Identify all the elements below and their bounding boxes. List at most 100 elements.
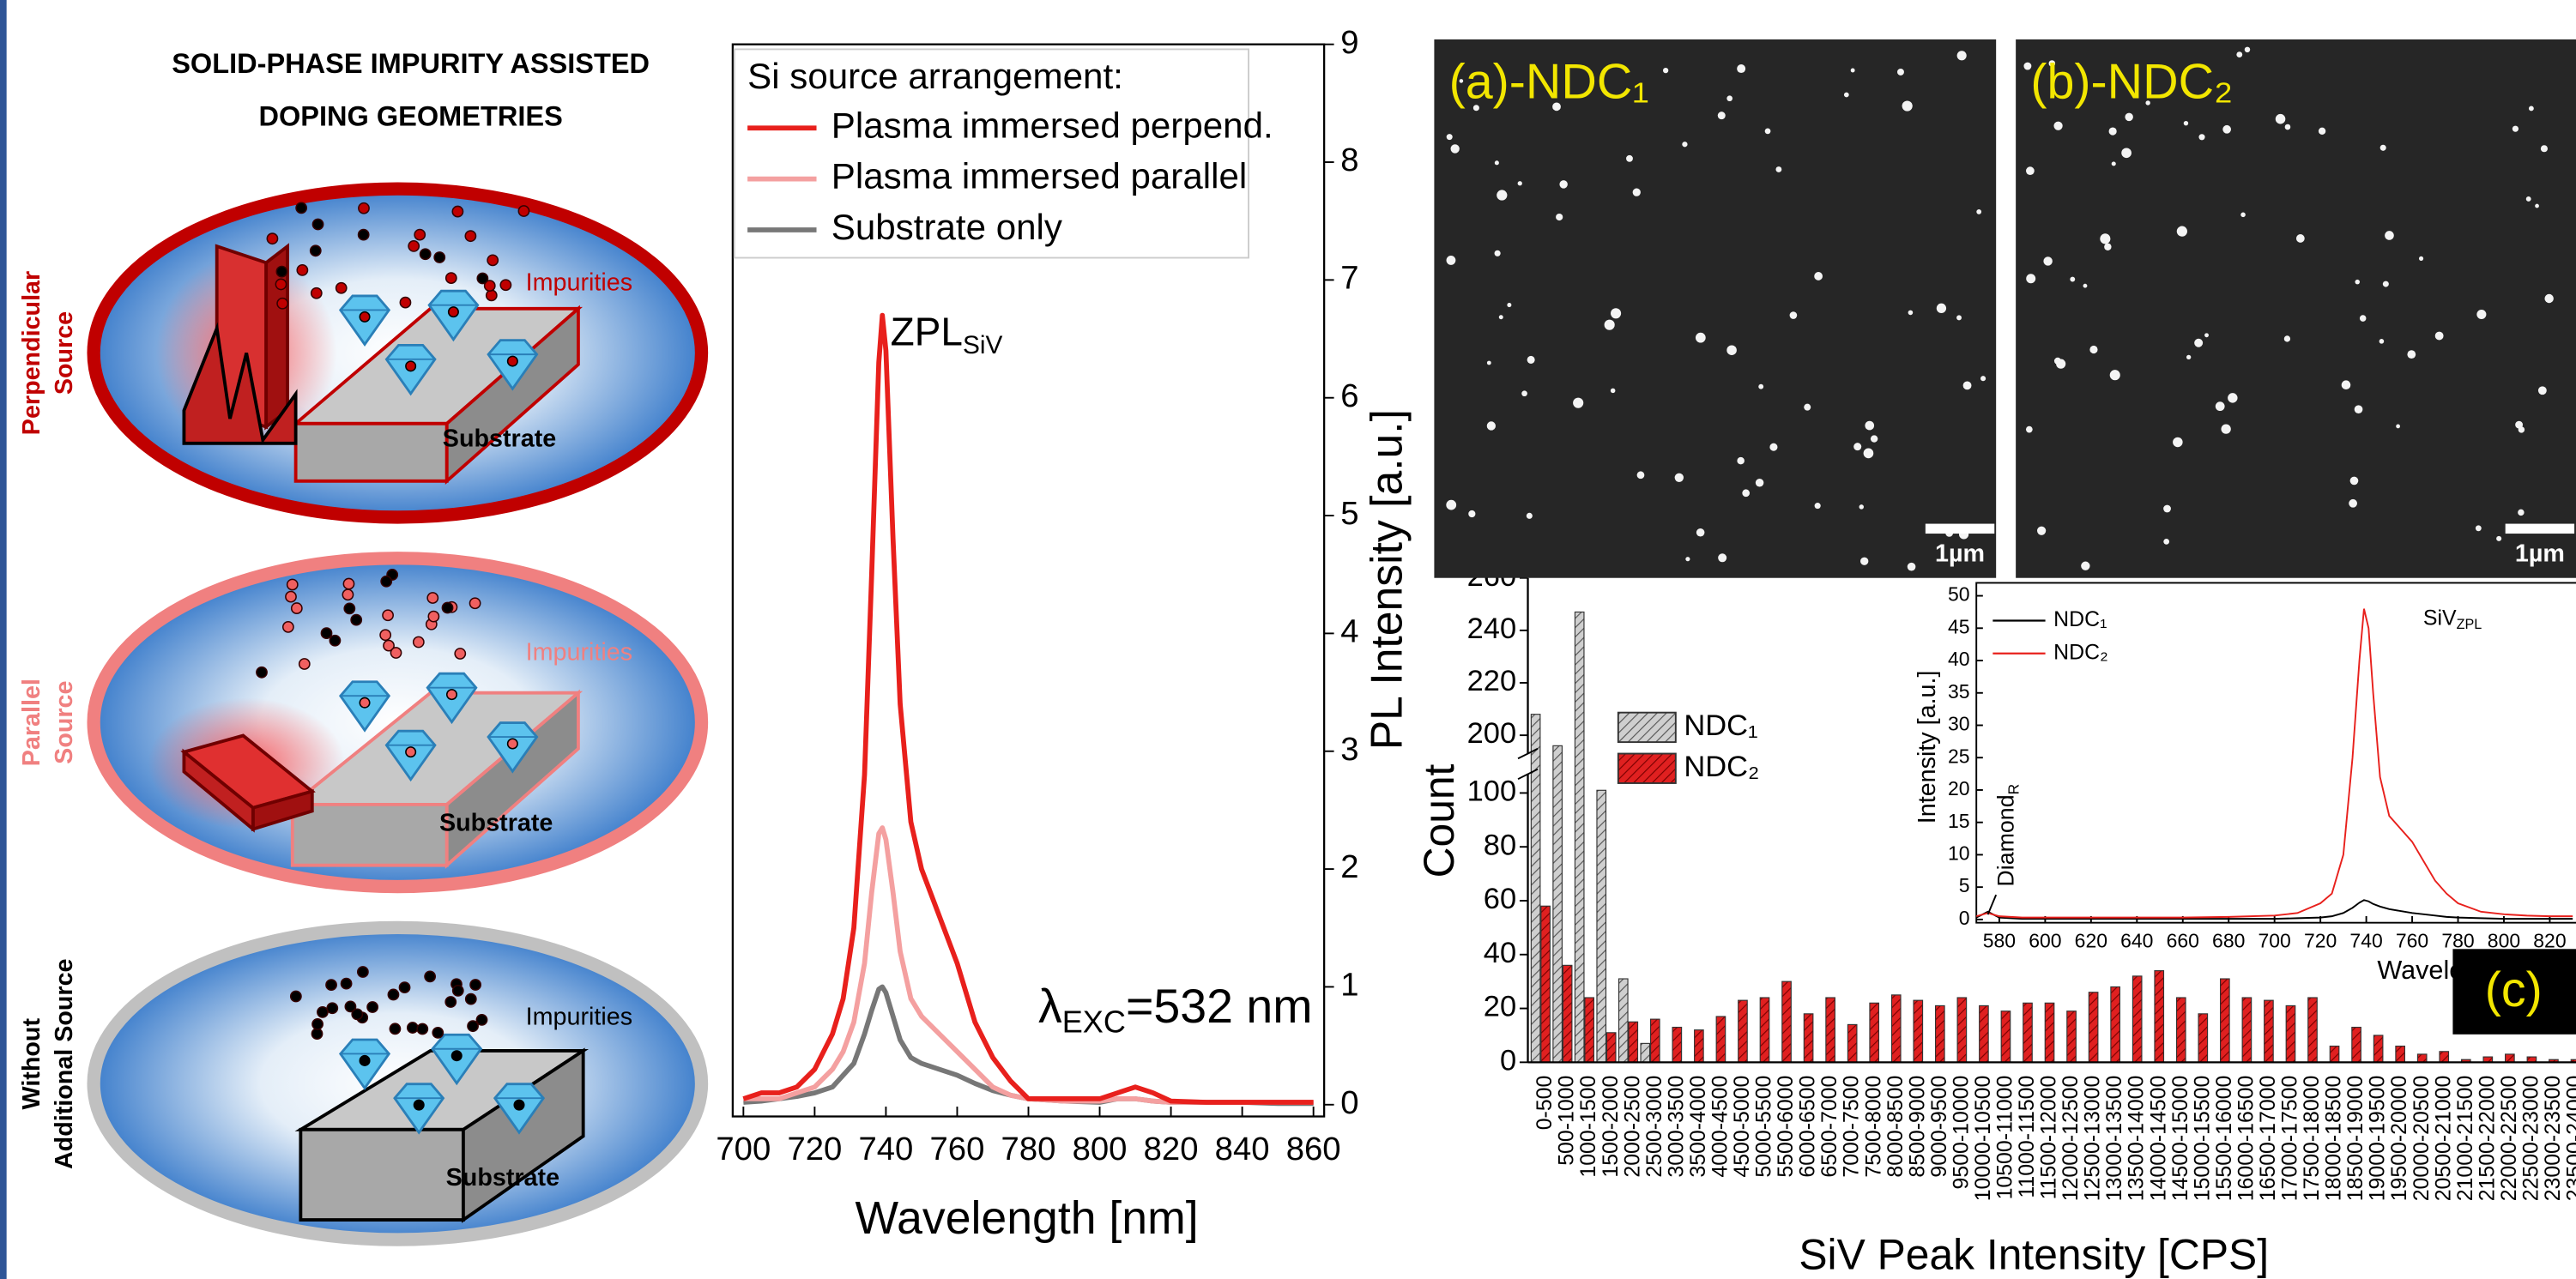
impurity-dot xyxy=(275,278,287,291)
y-tick-label: 0 xyxy=(1500,1044,1516,1077)
y-tick-label: 40 xyxy=(1948,648,1970,670)
impurity-dot xyxy=(464,992,477,1005)
panel-label: Source xyxy=(51,681,78,764)
particle xyxy=(2186,354,2192,360)
particle xyxy=(2194,338,2204,347)
panel-perpendicular: Perpendicular Source Impurities Substrat… xyxy=(18,182,709,524)
bar xyxy=(1552,745,1563,1063)
scale-bar-label: 1µm xyxy=(2515,540,2565,568)
x-tick-label: 12500-13000 xyxy=(2081,1076,2105,1202)
particle xyxy=(2518,509,2525,516)
legend-label: NDC₂ xyxy=(1684,751,1759,783)
x-tick-label: 8500-9000 xyxy=(1905,1076,1929,1178)
particle xyxy=(2108,127,2117,136)
x-axis-label: SiV Peak Intensity [CPS] xyxy=(1799,1230,2269,1278)
x-tick-label: 600 xyxy=(2029,930,2061,952)
particle xyxy=(1521,390,1527,397)
x-tick-label: 9000-9500 xyxy=(1927,1076,1951,1178)
impurity-dot xyxy=(469,979,481,991)
panel-label: Source xyxy=(51,311,78,395)
bar xyxy=(2066,1011,2077,1063)
particle xyxy=(1446,499,1457,510)
particle xyxy=(2283,335,2291,342)
x-tick-label: 7000-7500 xyxy=(1840,1076,1864,1178)
particle xyxy=(2418,256,2424,261)
impurity-dot xyxy=(351,1008,364,1021)
x-tick-label: 620 xyxy=(2075,930,2107,952)
x-tick-label: 8000-8500 xyxy=(1884,1076,1908,1178)
impurity-dot xyxy=(344,1000,357,1013)
particle xyxy=(1843,92,1849,98)
impurity-dot xyxy=(298,658,311,670)
impurity-dot xyxy=(441,601,454,614)
y-tick-label: 9 xyxy=(1340,24,1358,61)
particle xyxy=(1907,562,1916,571)
impurity-dot xyxy=(405,746,417,758)
impurity-dot xyxy=(380,575,393,588)
impurity-dot xyxy=(398,981,411,993)
panel-label: Perpendicular xyxy=(18,271,45,435)
impurity-dot xyxy=(296,264,309,276)
impurity-dot xyxy=(295,202,308,214)
particle xyxy=(2089,345,2098,354)
x-tick-label: 780 xyxy=(2441,930,2474,952)
scale-bar xyxy=(2505,523,2575,534)
impurity-dot xyxy=(424,970,437,983)
impurity-dot xyxy=(447,306,459,318)
x-tick-label: 720 xyxy=(787,1131,842,1167)
y-tick-label: 200 xyxy=(1467,717,1516,750)
bar xyxy=(1825,997,1835,1063)
impurity-dot xyxy=(451,205,464,218)
impurity-dot xyxy=(454,648,467,660)
particle xyxy=(1726,345,1737,355)
y-axis-label: Intensity [a.u.] xyxy=(1914,671,1941,824)
impurity-dot xyxy=(427,610,440,623)
particle xyxy=(2379,339,2385,344)
bar xyxy=(2110,986,2120,1063)
bar xyxy=(1913,999,1924,1063)
x-tick-label: 860 xyxy=(1286,1131,1341,1167)
particle xyxy=(2100,233,2111,244)
particle xyxy=(2525,196,2531,202)
impurity-dot xyxy=(513,1099,525,1111)
bar xyxy=(1605,1032,1617,1063)
legend-label: Substrate only xyxy=(831,207,1062,247)
x-tick-label: 21000-21500 xyxy=(2453,1076,2477,1202)
particle xyxy=(2354,405,2363,414)
y-tick-label: 240 xyxy=(1467,612,1516,645)
particle xyxy=(2215,401,2225,412)
x-tick-label: 800 xyxy=(2488,930,2520,952)
x-tick-label: 17000-17500 xyxy=(2278,1076,2302,1202)
x-tick-label: 9500-10000 xyxy=(1949,1076,1973,1190)
x-tick-label: 22500-23000 xyxy=(2519,1076,2543,1202)
impurity-dot xyxy=(329,634,342,647)
particle xyxy=(2512,125,2519,132)
x-tick-label: 18500-19000 xyxy=(2343,1076,2367,1202)
particle xyxy=(2385,231,2394,240)
particle xyxy=(1789,311,1798,319)
impurity-dot xyxy=(325,979,337,991)
bar xyxy=(1979,1004,1989,1063)
diagram-decor xyxy=(256,202,545,1134)
impurity-dot xyxy=(290,602,303,614)
bar xyxy=(2505,1053,2515,1063)
particle xyxy=(1902,100,1913,112)
particle xyxy=(2070,276,2076,282)
particle xyxy=(2222,124,2231,134)
particle xyxy=(1850,68,1855,73)
x-tick-label: 1500-2000 xyxy=(1599,1076,1623,1178)
impurity-dot xyxy=(406,1022,419,1034)
y-tick-label: 50 xyxy=(1948,583,1970,606)
particle xyxy=(1764,128,1771,135)
image-label: (a)-NDC₁ xyxy=(1449,55,1649,110)
particle xyxy=(2026,166,2035,176)
impurity-dot xyxy=(311,218,324,231)
particle xyxy=(2349,476,2359,486)
particle xyxy=(2198,134,2205,141)
legend-label: NDC₁ xyxy=(2053,607,2107,631)
impurity-dot xyxy=(426,592,439,604)
line-series xyxy=(1975,608,2573,919)
panel-label: Additional Source xyxy=(51,958,78,1169)
impurity-dot xyxy=(485,289,498,302)
